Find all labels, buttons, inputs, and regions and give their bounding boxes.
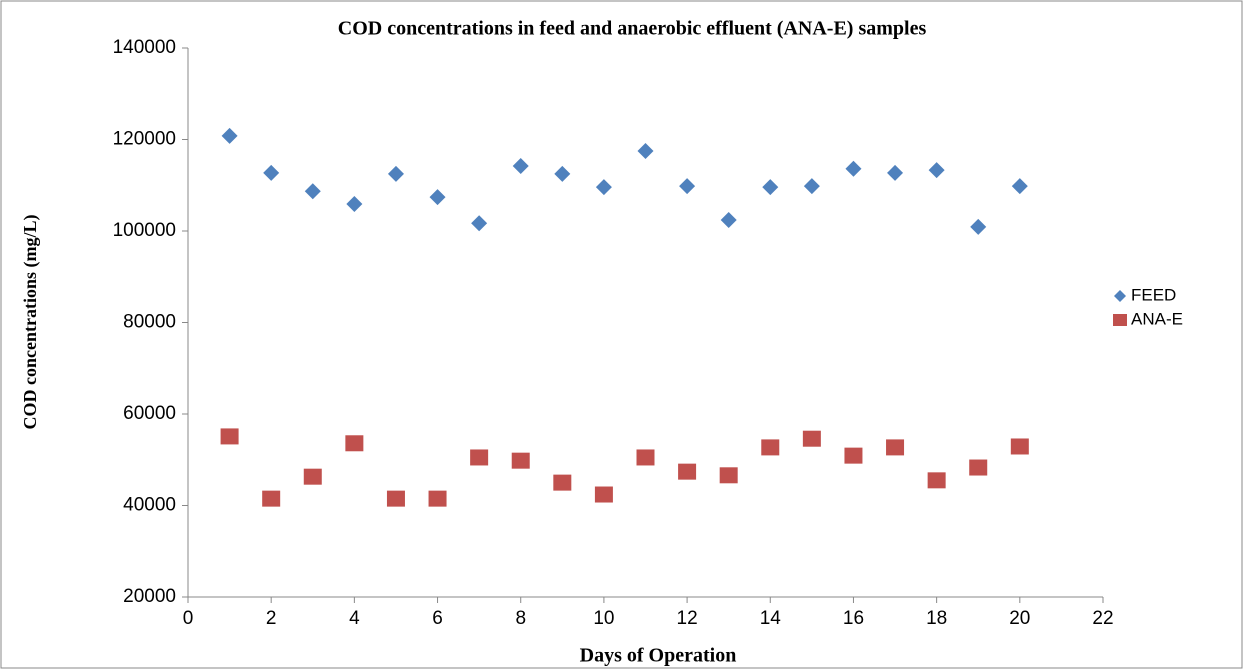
y-tick-label: 20000 xyxy=(123,586,176,607)
x-tick-label: 8 xyxy=(515,608,526,629)
data-point xyxy=(720,212,737,229)
x-tick-label: 22 xyxy=(1092,608,1113,629)
x-tick-label: 18 xyxy=(926,608,947,629)
data-point xyxy=(346,196,363,213)
data-point xyxy=(303,468,322,485)
data-point xyxy=(1011,178,1028,195)
y-tick-label: 140000 xyxy=(113,37,176,58)
data-point xyxy=(761,439,780,456)
data-point xyxy=(969,459,988,476)
data-point xyxy=(762,179,779,196)
y-tick-label: 80000 xyxy=(123,312,176,333)
x-tick-label: 10 xyxy=(593,608,614,629)
y-tick-label: 120000 xyxy=(113,129,176,150)
y-tick-label: 60000 xyxy=(123,403,176,424)
data-point xyxy=(553,474,572,491)
data-point xyxy=(471,215,488,232)
data-point xyxy=(678,463,697,480)
x-tick-label: 12 xyxy=(677,608,698,629)
legend-label: FEED xyxy=(1131,285,1176,304)
x-tick-label: 20 xyxy=(1009,608,1030,629)
x-tick-label: 16 xyxy=(843,608,864,629)
data-point xyxy=(429,189,446,206)
data-point xyxy=(554,165,571,182)
x-tick-label: 2 xyxy=(266,608,277,629)
data-point xyxy=(803,178,820,195)
data-point xyxy=(220,428,239,445)
data-point xyxy=(679,178,696,195)
x-tick-label: 0 xyxy=(183,608,194,629)
data-point xyxy=(221,127,238,144)
data-point xyxy=(719,467,738,484)
chart-title: COD concentrations in feed and anaerobic… xyxy=(338,18,927,40)
y-axis-label: COD concentrations (mg/L) xyxy=(20,215,41,430)
data-point xyxy=(886,439,905,456)
data-point xyxy=(345,435,364,452)
data-point xyxy=(970,218,987,235)
data-point xyxy=(1010,438,1029,455)
data-point xyxy=(512,158,529,175)
data-point xyxy=(428,490,447,507)
data-point xyxy=(304,183,321,200)
data-point xyxy=(470,449,489,466)
data-point xyxy=(386,490,405,507)
legend-label: ANA-E xyxy=(1131,309,1183,328)
data-point xyxy=(927,472,946,489)
data-point xyxy=(802,430,821,447)
data-point xyxy=(928,162,945,179)
x-tick-label: 4 xyxy=(349,608,360,629)
data-point xyxy=(594,486,613,503)
data-point xyxy=(637,142,654,159)
x-tick-label: 6 xyxy=(432,608,443,629)
y-tick-label: 100000 xyxy=(113,220,176,241)
data-point xyxy=(595,179,612,196)
x-tick-label: 14 xyxy=(760,608,782,629)
data-point xyxy=(845,160,862,177)
data-point xyxy=(262,490,281,507)
data-point xyxy=(263,164,280,181)
data-point xyxy=(887,164,904,181)
data-point xyxy=(511,452,530,469)
legend-marker xyxy=(1114,290,1126,302)
y-tick-label: 40000 xyxy=(123,495,176,516)
legend-marker xyxy=(1113,314,1127,326)
data-point xyxy=(387,165,404,182)
data-point xyxy=(636,449,655,466)
x-axis-label: Days of Operation xyxy=(580,645,737,667)
data-point xyxy=(844,447,863,464)
